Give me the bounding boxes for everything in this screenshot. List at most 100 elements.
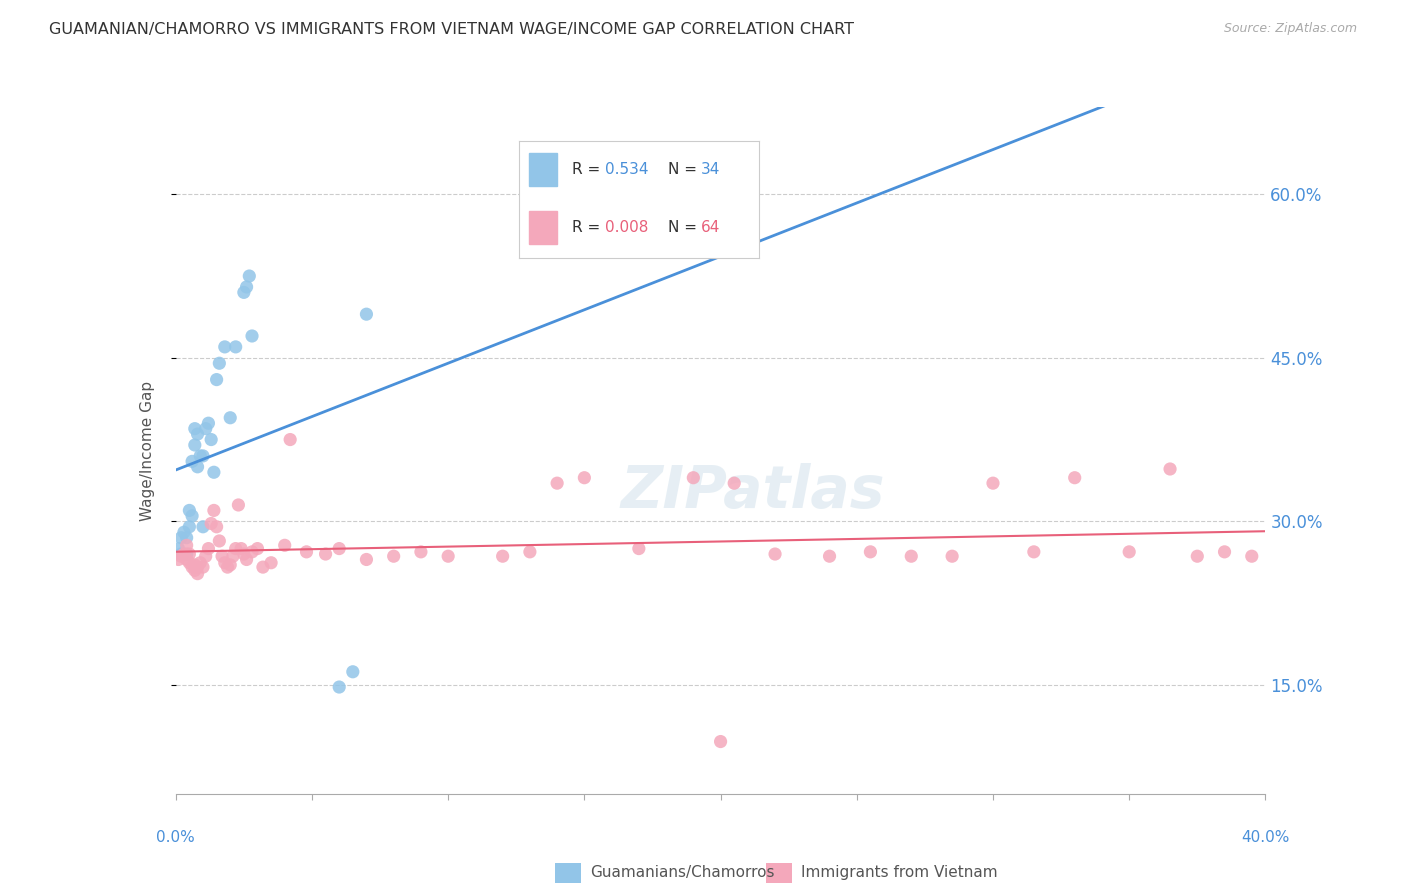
- Point: [627, 541, 650, 556]
- Point: [179, 556, 201, 570]
- Point: [197, 541, 219, 556]
- Point: [1159, 462, 1181, 476]
- Point: [235, 280, 257, 294]
- Point: [328, 541, 350, 556]
- Point: [682, 471, 704, 485]
- Point: [900, 549, 922, 564]
- Text: GUAMANIAN/CHAMORRO VS IMMIGRANTS FROM VIETNAM WAGE/INCOME GAP CORRELATION CHART: GUAMANIAN/CHAMORRO VS IMMIGRANTS FROM VI…: [49, 22, 855, 37]
- Point: [1063, 471, 1085, 485]
- Point: [186, 560, 209, 574]
- Point: [437, 549, 460, 564]
- Point: [219, 410, 242, 425]
- Point: [184, 422, 207, 436]
- Point: [382, 549, 405, 564]
- Point: [173, 525, 195, 540]
- Point: [176, 547, 198, 561]
- Point: [546, 476, 568, 491]
- Text: 64: 64: [702, 220, 720, 235]
- Point: [356, 307, 378, 321]
- Y-axis label: Wage/Income Gap: Wage/Income Gap: [141, 380, 155, 521]
- Point: [696, 214, 718, 228]
- Point: [246, 541, 269, 556]
- Point: [181, 560, 204, 574]
- Point: [200, 433, 222, 447]
- Point: [184, 438, 207, 452]
- Text: 0.008: 0.008: [606, 220, 648, 235]
- Text: 40.0%: 40.0%: [1241, 830, 1289, 845]
- Point: [191, 520, 214, 534]
- Point: [859, 545, 882, 559]
- Point: [941, 549, 963, 564]
- Bar: [529, 211, 557, 244]
- Point: [342, 665, 364, 679]
- Point: [228, 498, 250, 512]
- Point: [179, 503, 201, 517]
- Point: [710, 734, 733, 748]
- Point: [328, 680, 350, 694]
- Point: [274, 538, 297, 552]
- Point: [202, 465, 225, 479]
- Point: [574, 471, 596, 485]
- Point: [219, 558, 242, 572]
- Point: [194, 422, 217, 436]
- Point: [167, 541, 190, 556]
- Text: R =: R =: [572, 220, 605, 235]
- Bar: [529, 153, 557, 186]
- Point: [519, 545, 541, 559]
- Point: [232, 285, 254, 300]
- Point: [170, 549, 193, 564]
- Point: [186, 566, 209, 581]
- Point: [1022, 545, 1045, 559]
- Point: [252, 560, 274, 574]
- Point: [981, 476, 1004, 491]
- Point: [211, 549, 233, 564]
- Point: [188, 556, 211, 570]
- Point: [205, 520, 228, 534]
- Text: Immigrants from Vietnam: Immigrants from Vietnam: [801, 865, 998, 880]
- Point: [184, 563, 207, 577]
- Point: [167, 552, 190, 566]
- Text: 0.0%: 0.0%: [156, 830, 195, 845]
- Point: [1118, 545, 1140, 559]
- Point: [409, 545, 432, 559]
- Point: [295, 545, 318, 559]
- Text: R =: R =: [572, 162, 605, 177]
- Point: [181, 454, 204, 468]
- Point: [818, 549, 841, 564]
- Point: [186, 459, 209, 474]
- Point: [217, 560, 239, 574]
- Point: [179, 547, 201, 561]
- Point: [214, 340, 236, 354]
- Point: [188, 449, 211, 463]
- Point: [1187, 549, 1209, 564]
- Point: [240, 329, 263, 343]
- Point: [260, 556, 283, 570]
- Point: [176, 531, 198, 545]
- Point: [214, 556, 236, 570]
- Point: [492, 549, 515, 564]
- Point: [763, 547, 786, 561]
- Point: [315, 547, 337, 561]
- Text: N =: N =: [668, 220, 702, 235]
- Point: [225, 340, 247, 354]
- Point: [231, 541, 253, 556]
- Point: [235, 552, 257, 566]
- Point: [723, 476, 745, 491]
- Point: [184, 558, 207, 572]
- Point: [179, 520, 201, 534]
- Point: [205, 373, 228, 387]
- Text: 0.534: 0.534: [606, 162, 648, 177]
- Point: [1213, 545, 1236, 559]
- Point: [278, 433, 301, 447]
- Point: [170, 531, 193, 545]
- Point: [222, 549, 245, 564]
- Text: N =: N =: [668, 162, 702, 177]
- Point: [170, 547, 193, 561]
- Text: 34: 34: [702, 162, 720, 177]
- Text: Guamanians/Chamorros: Guamanians/Chamorros: [591, 865, 775, 880]
- Point: [173, 547, 195, 561]
- Point: [240, 545, 263, 559]
- Point: [208, 533, 231, 548]
- Point: [225, 541, 247, 556]
- Point: [186, 427, 209, 442]
